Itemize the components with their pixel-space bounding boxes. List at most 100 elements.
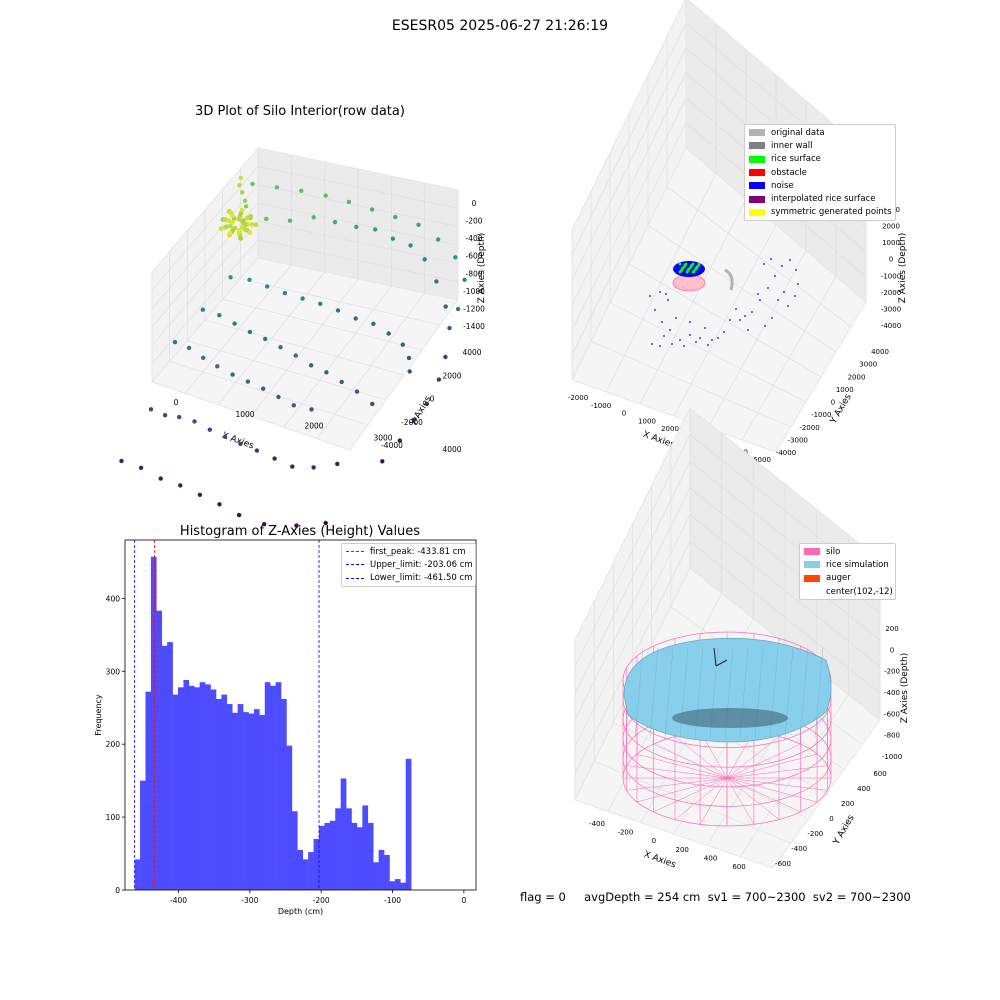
histogram-bar: [248, 713, 255, 890]
histogram-bar: [286, 745, 293, 891]
p2-rice-surface-point: [678, 270, 682, 274]
p1-data-point: [422, 257, 427, 262]
histogram-bar: [140, 780, 146, 891]
p4-rice-mesh-line: [799, 647, 809, 739]
simulation-legend-entry: silo: [800, 545, 895, 558]
simulation-legend-label: center(102,-12): [826, 586, 893, 597]
p2-noise-point: [774, 275, 776, 277]
p4-z-tick-label: 200: [885, 625, 898, 633]
p1-data-point: [424, 401, 430, 407]
p2-noise-point: [771, 317, 773, 319]
histogram-bar: [270, 685, 276, 890]
p2-y-tick-label: 1000: [836, 386, 854, 394]
p1-data-point: [263, 336, 268, 342]
p4-z-tick-label: -400: [884, 689, 900, 697]
classify-legend-entry: interpolated rice surface: [745, 192, 895, 205]
p4-silo-floor-spoke: [726, 736, 780, 779]
p2-noise-point: [711, 339, 713, 341]
histogram-bar: [167, 642, 173, 890]
classify-legend-swatch: [749, 155, 765, 163]
p4-y-tick-label: 600: [873, 770, 886, 778]
p4-y-tick-label: -600: [775, 860, 791, 868]
p2-rice-surface-point: [686, 268, 690, 272]
classify-legend-label: symmetric generated points: [771, 207, 892, 218]
histogram-bar: [150, 556, 157, 890]
classify-legend-entry: noise: [745, 179, 895, 192]
p1-data-point: [236, 512, 242, 518]
p1-data-point: [172, 339, 178, 345]
p1-z-axis-label: Z Axies (Depth): [477, 233, 487, 304]
p1-x-tick-label: 2000: [304, 422, 323, 431]
p1-axes-box: [151, 146, 459, 451]
classify-legend-swatch: [749, 169, 765, 177]
p1-data-point: [299, 188, 304, 193]
p2-noise-point: [787, 305, 789, 307]
p2-noise-point: [794, 295, 796, 297]
histogram-legend-entry: Lower_limit: -461.50 cm: [342, 572, 475, 585]
histogram-bar: [178, 687, 184, 890]
p2-noise-point: [717, 337, 719, 339]
p4-x-tick-label: 600: [732, 863, 745, 871]
p1-data-point: [290, 464, 295, 469]
figure-suptitle: ESESR05 2025-06-27 21:26:19: [391, 18, 609, 34]
p1-data-point: [282, 290, 288, 296]
p1-data-point: [443, 304, 448, 309]
histogram-x-tick-label: -200: [313, 896, 330, 905]
histogram-bar: [405, 758, 412, 890]
p1-data-point: [265, 284, 270, 289]
p2-z-tick-label: 0: [889, 256, 893, 264]
p2-noise-point: [695, 341, 697, 343]
p2-y-tick-label: 0: [831, 399, 835, 407]
p1-data-point: [412, 417, 417, 422]
p2-x-tick-label: 1000: [638, 417, 656, 425]
p2-rice-surface-point: [689, 264, 693, 268]
p1-data-point: [453, 255, 458, 260]
histogram-y-tick-label: 400: [106, 594, 121, 603]
p2-rice-surface-point: [678, 262, 682, 266]
p1-x-tick-label: 3000: [373, 433, 392, 442]
histogram-legend: first_peak: -433.81 cm Upper_limit: -203.…: [341, 543, 476, 587]
p2-noise-point: [651, 343, 653, 345]
histogram-bar: [145, 691, 152, 890]
p1-z-tick-label: -400: [465, 234, 482, 243]
p1-data-point: [386, 331, 391, 336]
p1-data-point: [230, 372, 235, 377]
p4-y-tick-label: -200: [807, 830, 823, 838]
p1-data-point: [227, 230, 233, 236]
p1-data-point: [272, 456, 277, 461]
p2-original-data-trace: [724, 268, 734, 291]
p1-data-point: [380, 459, 385, 464]
histogram-bar: [232, 712, 238, 890]
p4-silo-floor-spoke: [636, 753, 728, 779]
p2-noise-point: [789, 259, 791, 261]
histogram-legend-label: first_peak: -433.81 cm: [370, 546, 466, 557]
p4-silo-floor-spoke: [726, 777, 818, 803]
p1-z-tick-label: -200: [465, 217, 482, 226]
p1-data-point: [218, 226, 224, 232]
p1-data-point: [236, 231, 242, 236]
histogram-bar: [275, 682, 282, 890]
p1-z-tick-label: 0: [472, 199, 477, 208]
p2-z-tick-label: -3000: [881, 305, 901, 313]
histogram-bar: [172, 694, 179, 890]
p2-x-tick-label: 6000: [753, 456, 771, 464]
histogram-legend-entry: first_peak: -433.81 cm: [342, 545, 475, 558]
classify-legend: original data inner wall rice surface obsta…: [744, 124, 896, 222]
p1-data-point: [239, 207, 245, 213]
histogram-x-tick-label: 0: [461, 896, 466, 905]
p1-data-point: [261, 386, 266, 391]
p1-data-point: [291, 403, 296, 408]
p1-data-point: [443, 354, 448, 360]
p2-y-tick-label: 3000: [859, 361, 877, 369]
p4-silo-floor-spoke: [699, 777, 728, 825]
histogram-bar: [253, 709, 260, 890]
p4-y-tick-label: 0: [829, 815, 833, 823]
p1-data-point: [294, 523, 299, 528]
p4-y-axis-label: Y Axies: [831, 813, 857, 847]
simulation-legend-label: silo: [826, 546, 841, 557]
histogram-bar: [318, 825, 325, 890]
p4-silo-floor-spoke: [626, 765, 728, 779]
p1-data-point: [247, 230, 253, 236]
histogram-bar: [259, 715, 266, 890]
p2-grid-line: [571, 22, 687, 256]
